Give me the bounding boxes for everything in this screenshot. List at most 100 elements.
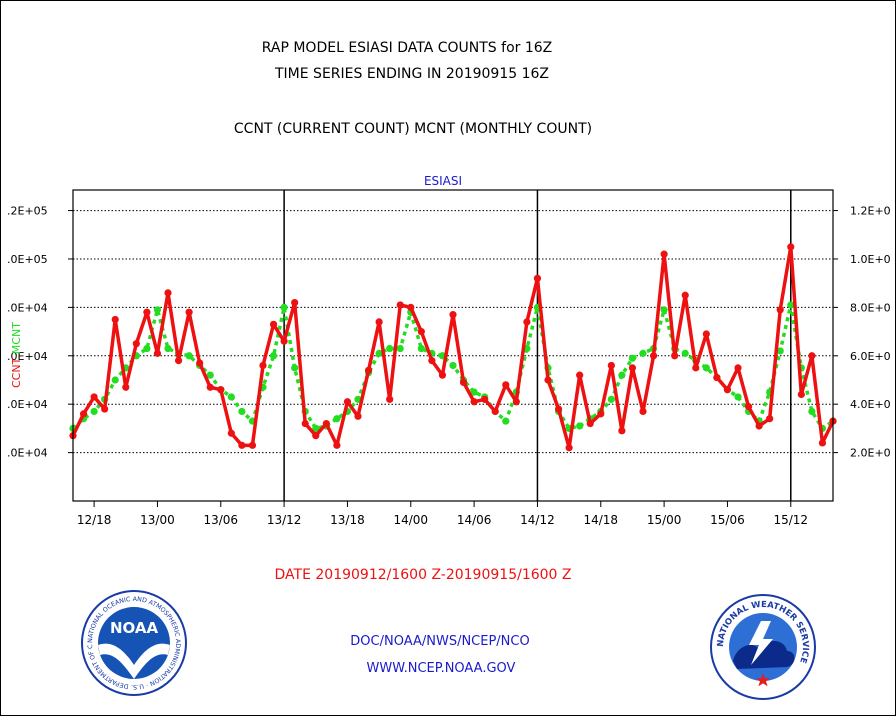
- data-point-ccnt: [143, 308, 151, 316]
- data-point-ccnt: [734, 364, 742, 372]
- data-point-ccnt: [533, 274, 542, 282]
- data-point-mcnt: [776, 347, 784, 355]
- data-point-mcnt: [164, 344, 172, 353]
- data-point-ccnt: [723, 386, 732, 394]
- data-point-ccnt: [502, 381, 510, 389]
- x-tick-label: 14/12: [520, 513, 555, 527]
- data-point-ccnt: [491, 407, 499, 416]
- date-range: DATE 20190912/1600 Z-20190915/1600 Z: [275, 567, 572, 583]
- data-point-mcnt: [702, 364, 710, 372]
- y-tick-label-right: 1.0E+0: [850, 253, 891, 266]
- data-point-mcnt: [90, 407, 98, 416]
- data-point-mcnt: [660, 306, 668, 314]
- data-point-ccnt: [196, 359, 204, 367]
- org-text: DOC/NOAA/NWS/NCEP/NCO: [350, 634, 529, 649]
- data-point-ccnt: [512, 398, 520, 406]
- data-point-ccnt: [649, 352, 658, 360]
- url-text: WWW.NCEP.NOAA.GOV: [367, 661, 516, 676]
- chart-title-line3: CCNT (CURRENT COUNT) MCNT (MONTHLY COUNT…: [234, 121, 592, 137]
- data-point-mcnt: [269, 352, 278, 360]
- data-point-ccnt: [164, 289, 172, 297]
- data-point-ccnt: [417, 327, 425, 336]
- data-point-ccnt: [681, 291, 689, 299]
- data-point-mcnt: [576, 422, 584, 430]
- y-axis-label-mcnt: MCNT: [10, 322, 23, 358]
- data-point-mcnt: [386, 344, 394, 353]
- data-point-ccnt: [586, 419, 594, 428]
- data-point-mcnt: [639, 349, 647, 357]
- y-tick-label-left: .2E+05: [7, 205, 48, 218]
- x-tick-label: 13/12: [267, 513, 302, 527]
- data-point-mcnt: [734, 393, 742, 401]
- data-point-ccnt: [312, 432, 320, 440]
- data-point-ccnt: [259, 361, 267, 370]
- x-tick-label: 15/00: [647, 513, 682, 527]
- data-point-ccnt: [597, 410, 605, 418]
- data-point-ccnt: [671, 352, 679, 360]
- data-point-mcnt: [227, 393, 235, 401]
- data-point-ccnt: [217, 386, 225, 394]
- data-point-ccnt: [354, 412, 362, 420]
- plot-area: 12/18 13/00 13/06 13/12 13/18 14/00 14/06 14/12…: [7, 189, 891, 527]
- x-tick-label: 13/00: [140, 513, 175, 527]
- x-tick-label: 15/06: [710, 513, 745, 527]
- data-point-ccnt: [333, 441, 341, 449]
- data-point-ccnt: [248, 441, 257, 449]
- y-axis-label: CCNT MCNT: [10, 322, 23, 388]
- data-point-ccnt: [660, 250, 668, 258]
- y-tick-label-left: .0E+05: [7, 253, 48, 266]
- data-point-ccnt: [692, 364, 700, 372]
- day-separators: [283, 190, 792, 501]
- x-tick-label: 13/18: [330, 513, 365, 527]
- data-point-ccnt: [576, 371, 584, 379]
- y-tick-label-right: 8.0E+0: [850, 301, 891, 314]
- data-point-mcnt: [111, 376, 119, 384]
- star-icon: [755, 673, 771, 687]
- y-axis-left: .0E+04 .0E+04 .0E+04 .0E+04 .0E+05 .2E+05: [7, 205, 73, 460]
- data-point-ccnt: [481, 395, 489, 403]
- data-point-mcnt: [333, 415, 341, 423]
- data-point-ccnt: [702, 330, 710, 338]
- data-point-mcnt: [681, 349, 689, 357]
- data-point-ccnt: [407, 303, 415, 311]
- x-tick-label: 12/18: [77, 513, 112, 527]
- y-tick-label-left: .0E+04: [7, 301, 48, 314]
- data-point-mcnt: [470, 388, 478, 396]
- data-point-ccnt: [227, 429, 235, 437]
- data-point-ccnt: [291, 298, 299, 307]
- plot-title: ESIASI: [424, 174, 462, 188]
- y-axis-label-ccnt: CCNT: [10, 357, 23, 388]
- data-point-mcnt: [502, 417, 510, 425]
- data-point-ccnt: [438, 371, 447, 379]
- x-axis: 12/18 13/00 13/06 13/12 13/18 14/00 14/06 14/12…: [77, 501, 808, 527]
- data-point-ccnt: [206, 383, 214, 391]
- data-point-ccnt: [90, 393, 98, 401]
- data-point-ccnt: [132, 340, 140, 348]
- data-point-ccnt: [776, 306, 784, 314]
- data-point-ccnt: [153, 349, 162, 357]
- data-point-ccnt: [523, 318, 531, 326]
- data-point-ccnt: [79, 410, 88, 418]
- noaa-logo-text: NOAA: [110, 619, 159, 637]
- data-point-ccnt: [618, 427, 626, 435]
- data-point-mcnt: [143, 344, 151, 353]
- data-point-ccnt: [470, 398, 478, 406]
- data-point-ccnt: [269, 320, 278, 328]
- y-tick-label-right: 2.0E+0: [850, 447, 891, 460]
- plot-border: [72, 189, 834, 502]
- data-point-ccnt: [101, 405, 109, 413]
- data-point-mcnt: [238, 407, 246, 416]
- x-tick-label: 15/12: [773, 513, 808, 527]
- data-point-ccnt: [122, 383, 130, 391]
- data-point-ccnt: [554, 405, 563, 413]
- nws-logo: NATIONAL WEATHER SERVICE: [710, 594, 816, 700]
- data-point-ccnt: [744, 403, 753, 411]
- data-point-ccnt: [375, 318, 383, 326]
- x-tick-label: 14/18: [583, 513, 618, 527]
- data-point-mcnt: [618, 371, 626, 379]
- data-point-ccnt: [755, 422, 763, 430]
- series-line-ccnt: [71, 245, 835, 450]
- x-tick-label: 14/00: [393, 513, 428, 527]
- data-point-ccnt: [713, 373, 721, 382]
- data-point-ccnt: [343, 398, 352, 406]
